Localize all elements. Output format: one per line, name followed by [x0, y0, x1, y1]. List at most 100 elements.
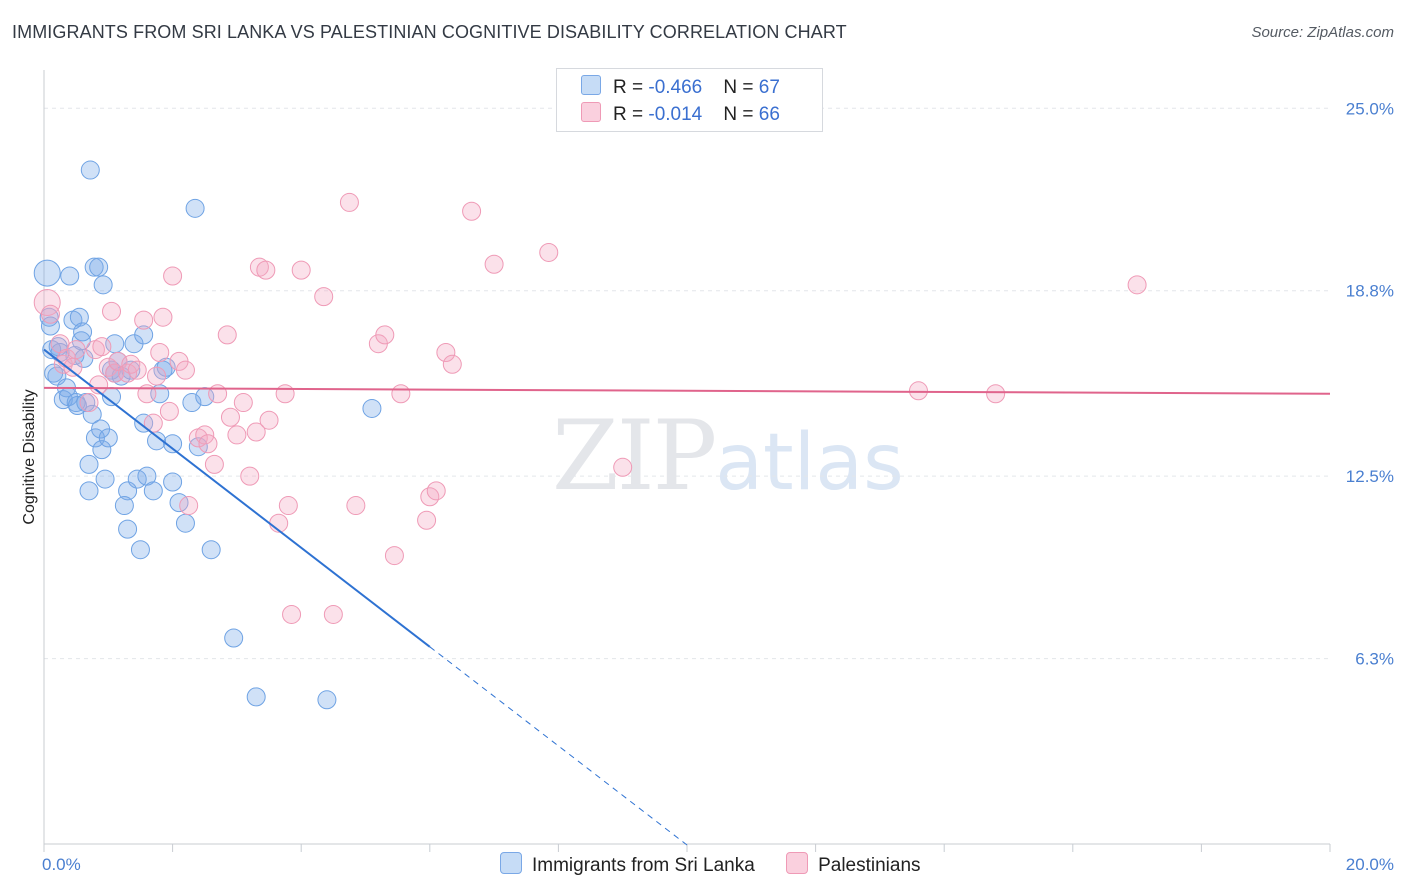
palestinian-point	[179, 496, 199, 516]
palestinian-point	[204, 454, 224, 474]
palestinian-point	[1127, 275, 1147, 295]
sri-lanka-point	[60, 266, 80, 286]
sri-lanka-point	[130, 540, 150, 560]
palestinian-point	[484, 254, 504, 274]
palestinian-point	[291, 260, 311, 280]
sri-lanka-point	[317, 690, 337, 710]
palestinian-trend-line	[43, 386, 1331, 395]
sri-lanka-point	[79, 481, 99, 501]
legend-swatch-blue	[581, 75, 601, 95]
sri-lanka-point	[79, 454, 99, 474]
legend-item-palestinians: Palestinians	[786, 852, 921, 877]
legend-swatch-pink	[581, 102, 601, 122]
palestinian-point	[208, 384, 228, 404]
palestinian-point	[908, 381, 928, 401]
sri-lanka-point	[134, 325, 154, 345]
sri-lanka-point	[53, 390, 73, 410]
sri-lanka-point	[33, 259, 61, 287]
palestinian-point	[134, 310, 154, 330]
sri-lanka-point	[92, 440, 112, 460]
palestinian-point	[153, 307, 173, 327]
sri-lanka-point	[224, 628, 244, 648]
palestinian-point	[417, 510, 437, 530]
palestinian-point	[314, 287, 334, 307]
palestinian-point	[40, 304, 60, 324]
palestinian-point	[384, 546, 404, 566]
sri-lanka-point	[182, 393, 202, 413]
sri-lanka-point	[69, 307, 89, 327]
watermark-atlas: atlas	[715, 418, 904, 508]
palestinian-point	[259, 410, 279, 430]
legend-r-label: R =	[613, 77, 649, 98]
legend-n-value: 67	[758, 77, 780, 98]
legend-n-label: N =	[723, 77, 759, 98]
y-tick-label: 25.0%	[1346, 99, 1394, 118]
sri-lanka-point	[93, 275, 113, 295]
palestinian-point	[147, 366, 167, 386]
sri-lanka-point	[143, 481, 163, 501]
stats-legend: R = -0.466 N = 67 R = -0.014 N = 66	[556, 68, 823, 132]
palestinian-point	[233, 393, 253, 413]
sri-lanka-trend-extension	[429, 646, 688, 846]
legend-item-sri-lanka: Immigrants from Sri Lanka	[500, 852, 755, 877]
palestinian-point	[220, 407, 240, 427]
palestinian-point	[102, 301, 122, 321]
palestinian-point	[278, 496, 298, 516]
palestinian-point	[986, 384, 1006, 404]
x-tick-label: 0.0%	[42, 855, 81, 874]
palestinian-point	[346, 496, 366, 516]
source-label: Source: ZipAtlas.com	[1251, 24, 1394, 41]
legend-swatch-pink	[786, 852, 809, 874]
palestinian-point	[33, 288, 61, 316]
palestinian-point	[323, 604, 343, 624]
chart-title: IMMIGRANTS FROM SRI LANKA VS PALESTINIAN…	[12, 22, 847, 42]
sri-lanka-point	[118, 519, 138, 539]
palestinian-point	[217, 325, 237, 345]
sri-lanka-point	[82, 404, 102, 424]
sri-lanka-point	[175, 513, 195, 533]
palestinian-point	[275, 384, 295, 404]
palestinian-point	[143, 413, 163, 433]
y-tick-label: 6.3%	[1355, 650, 1394, 669]
sri-lanka-point	[114, 496, 134, 516]
palestinian-point	[246, 422, 266, 442]
legend-r-value: -0.466	[648, 77, 703, 98]
palestinian-point	[256, 260, 276, 280]
legend-swatch-blue	[500, 852, 522, 874]
palestinian-point	[339, 192, 359, 212]
palestinian-point	[391, 384, 411, 404]
palestinian-point	[613, 457, 633, 477]
sri-lanka-point	[163, 434, 183, 454]
palestinian-point	[227, 425, 247, 445]
legend-n-label: N =	[723, 104, 759, 125]
y-axis-label: Cognitive Disability	[21, 389, 38, 524]
palestinian-point	[436, 343, 456, 363]
palestinian-point	[240, 466, 260, 486]
palestinian-point	[79, 393, 99, 413]
sri-lanka-point	[95, 469, 115, 489]
sri-lanka-point	[362, 398, 382, 418]
sri-lanka-point	[134, 413, 154, 433]
palestinian-point	[375, 325, 395, 345]
sri-lanka-point	[201, 540, 221, 560]
watermark: ZIPatlas	[552, 400, 904, 512]
sri-lanka-point	[163, 472, 183, 492]
palestinian-point	[539, 242, 559, 262]
y-tick-label: 18.8%	[1346, 282, 1394, 301]
legend-n-value: 66	[758, 104, 780, 125]
series-legend: Immigrants from Sri Lanka Palestinians	[500, 852, 947, 877]
palestinian-point	[163, 266, 183, 286]
sri-lanka-point	[98, 428, 118, 448]
palestinian-point	[175, 360, 195, 380]
legend-row-palestinians: R = -0.014 N = 66	[581, 102, 780, 126]
sri-lanka-point	[185, 198, 205, 218]
watermark-zip: ZIP	[552, 400, 717, 512]
legend-label: Palestinians	[818, 855, 921, 876]
legend-label: Immigrants from Sri Lanka	[532, 855, 755, 876]
sri-lanka-point	[73, 322, 93, 342]
palestinian-point	[198, 434, 218, 454]
palestinian-point	[159, 401, 179, 421]
palestinian-point	[426, 481, 446, 501]
palestinian-point	[442, 354, 462, 374]
